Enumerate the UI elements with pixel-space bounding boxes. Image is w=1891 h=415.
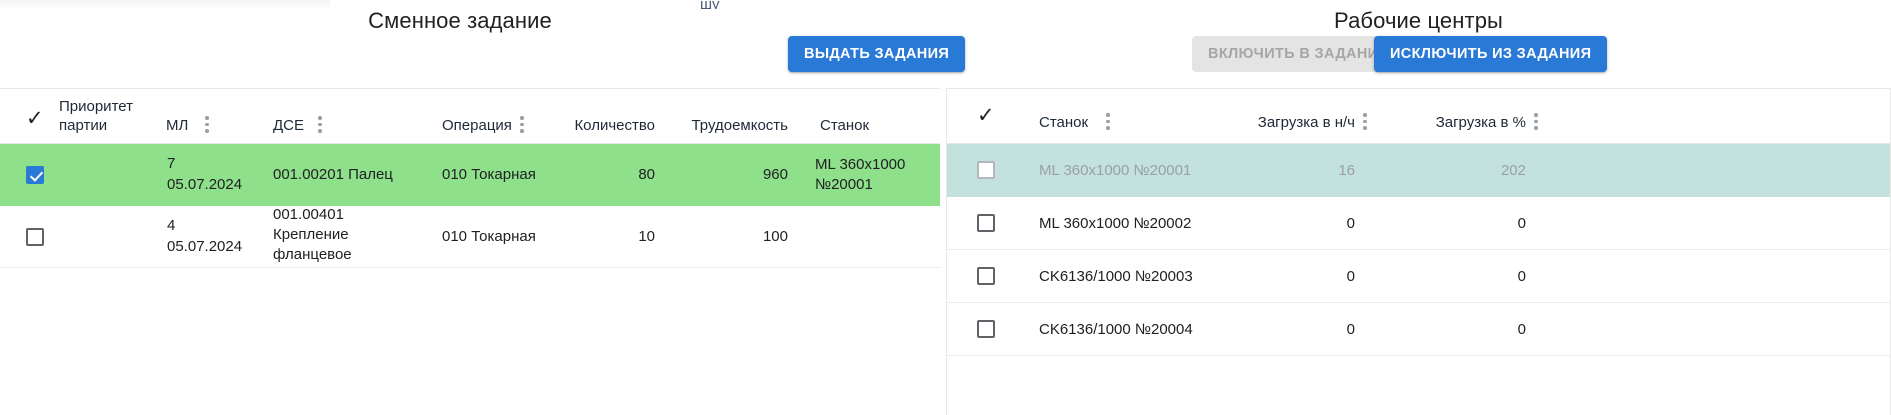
- cell-operation: 010 Токарная: [442, 166, 536, 183]
- shift-assignment-table: ✓ Приоритет партии МЛ ДСЕ Операция Колич…: [0, 88, 940, 415]
- row-checkbox[interactable]: [977, 320, 995, 338]
- work-centers-table: ✓ Станок Загрузка в н/ч Загрузка в % ML …: [946, 88, 1891, 415]
- column-menu-load-percent-icon[interactable]: [1534, 113, 1538, 130]
- exclude-from-assignment-button[interactable]: ИСКЛЮЧИТЬ ИЗ ЗАДАНИЯ: [1374, 36, 1608, 72]
- table-header-row: ✓ Приоритет партии МЛ ДСЕ Операция Колич…: [0, 89, 940, 144]
- cell-dse: 001.00201 Палец: [273, 166, 393, 183]
- column-header-ml[interactable]: МЛ: [166, 117, 189, 134]
- table-header-row: ✓ Станок Загрузка в н/ч Загрузка в %: [947, 89, 1890, 144]
- row-checkbox[interactable]: [26, 166, 44, 184]
- cell-dse: 001.00401 Крепление фланцевое: [273, 206, 352, 263]
- page-title-shift-assignment: Сменное задание: [368, 8, 552, 33]
- column-header-labor[interactable]: Трудоемкость: [691, 117, 788, 134]
- cell-machine: ML 360x1000 №20002: [1039, 215, 1192, 232]
- column-header-load-hours[interactable]: Загрузка в н/ч: [1257, 114, 1355, 131]
- table-row[interactable]: ML 360x1000 №20002 0 0: [947, 197, 1890, 250]
- column-header-machine[interactable]: Станок: [1039, 114, 1089, 131]
- cell-labor: 960: [762, 166, 788, 183]
- select-all-check-icon[interactable]: ✓: [26, 107, 44, 130]
- select-all-check-icon[interactable]: ✓: [977, 104, 995, 127]
- column-header-machine[interactable]: Станок: [820, 117, 870, 134]
- cell-load-percent: 202: [1500, 162, 1526, 179]
- column-header-load-percent[interactable]: Загрузка в %: [1435, 114, 1526, 131]
- table-row[interactable]: CK6136/1000 №20004 0 0: [947, 303, 1890, 356]
- column-header-dse[interactable]: ДСЕ: [273, 117, 304, 134]
- top-edge-shadow: [0, 0, 330, 10]
- table-row[interactable]: ML 360x1000 №20001 16 202: [947, 144, 1890, 197]
- column-header-operation[interactable]: Операция: [442, 117, 512, 134]
- column-menu-operation-icon[interactable]: [520, 116, 524, 133]
- row-checkbox[interactable]: [977, 267, 995, 285]
- cell-load-percent: 0: [1517, 215, 1526, 232]
- cell-machine: CK6136/1000 №20003: [1039, 268, 1193, 285]
- table-row[interactable]: 4 05.07.2024 001.00401 Крепление фланцев…: [0, 206, 940, 268]
- cell-load-hours: 0: [1346, 321, 1355, 338]
- column-header-priority[interactable]: Приоритет партии: [59, 98, 133, 134]
- cell-ml-date: 05.07.2024: [167, 238, 243, 255]
- cell-load-hours: 16: [1338, 162, 1355, 179]
- column-header-quantity[interactable]: Количество: [574, 117, 655, 134]
- row-checkbox[interactable]: [977, 214, 995, 232]
- cell-load-percent: 0: [1517, 268, 1526, 285]
- cell-machine: CK6136/1000 №20004: [1039, 321, 1193, 338]
- cell-ml-date: 05.07.2024: [167, 176, 243, 193]
- column-menu-ml-icon[interactable]: [205, 116, 209, 133]
- column-menu-load-hours-icon[interactable]: [1363, 113, 1367, 130]
- issue-assignments-button[interactable]: ВЫДАТЬ ЗАДАНИЯ: [788, 36, 966, 72]
- work-centers-panel: Рабочие центры: [946, 0, 1891, 415]
- cell-quantity: 10: [638, 228, 655, 245]
- shift-assignment-panel: Сменное задание ВЫДАТЬ ЗАДАНИЯ ✓ Приорит…: [0, 0, 966, 415]
- page-title-work-centers: Рабочие центры: [1334, 8, 1503, 33]
- cut-off-top-text: шу: [700, 0, 720, 9]
- row-checkbox[interactable]: [26, 228, 44, 246]
- table-row[interactable]: CK6136/1000 №20003 0 0: [947, 250, 1890, 303]
- cell-machine: ML 360x1000 №20001: [1039, 162, 1192, 179]
- include-in-assignment-button[interactable]: ВКЛЮЧИТЬ В ЗАДАНИЕ: [1192, 36, 1405, 72]
- cell-ml-number: 7: [167, 155, 176, 172]
- cell-quantity: 80: [638, 166, 655, 183]
- table-row[interactable]: 7 05.07.2024 001.00201 Палец 010 Токарна…: [0, 144, 940, 206]
- cell-ml-number: 4: [167, 217, 176, 234]
- cell-operation: 010 Токарная: [442, 228, 536, 245]
- cell-load-percent: 0: [1517, 321, 1526, 338]
- column-menu-machine-icon[interactable]: [1106, 113, 1110, 130]
- column-menu-dse-icon[interactable]: [318, 116, 322, 133]
- cell-load-hours: 0: [1346, 268, 1355, 285]
- cell-machine: ML 360x1000 №20001: [815, 156, 906, 193]
- cell-labor: 100: [762, 228, 788, 245]
- cell-load-hours: 0: [1346, 215, 1355, 232]
- row-checkbox[interactable]: [977, 161, 995, 179]
